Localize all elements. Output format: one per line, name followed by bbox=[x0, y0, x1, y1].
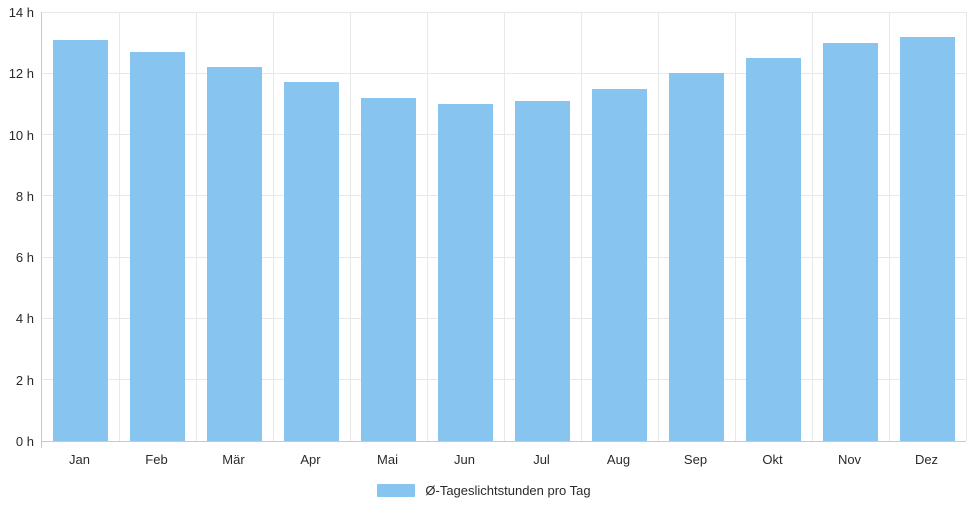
grid-line-v bbox=[657, 12, 659, 441]
x-tick-label: Mai bbox=[377, 452, 398, 467]
bar-aug[interactable] bbox=[592, 88, 647, 441]
grid-line-v bbox=[118, 12, 120, 441]
x-tick-label: Okt bbox=[762, 452, 783, 467]
bar-okt[interactable] bbox=[746, 57, 801, 441]
x-tick-label: Aug bbox=[606, 452, 631, 467]
bar-nov[interactable] bbox=[823, 42, 878, 441]
legend-swatch bbox=[377, 484, 416, 497]
y-tick-label: 2 h bbox=[15, 372, 34, 388]
grid-line-v bbox=[580, 12, 582, 441]
bar-sep[interactable] bbox=[669, 73, 724, 441]
x-tick-label: Feb bbox=[145, 452, 168, 467]
grid-line-v bbox=[734, 12, 736, 441]
x-tick-label: Jul bbox=[533, 452, 550, 467]
x-tick-label: Mär bbox=[222, 452, 245, 467]
x-tick-label: Sep bbox=[683, 452, 708, 467]
legend[interactable]: Ø-Tageslichtstunden pro Tag bbox=[0, 483, 968, 498]
y-tick-label: 8 h bbox=[15, 188, 34, 204]
bar-apr[interactable] bbox=[284, 82, 339, 441]
bar-feb[interactable] bbox=[130, 51, 185, 441]
x-tick-label: Dez bbox=[914, 452, 939, 467]
bar-mär[interactable] bbox=[207, 67, 262, 441]
grid-line-v bbox=[888, 12, 890, 441]
x-tick-label: Jun bbox=[454, 452, 475, 467]
bar-jul[interactable] bbox=[515, 100, 570, 441]
grid-line-v bbox=[195, 12, 197, 441]
grid-line-v bbox=[349, 12, 351, 441]
x-tick-label: Apr bbox=[300, 452, 321, 467]
y-tick-label: 10 h bbox=[8, 127, 34, 143]
grid-line-v bbox=[811, 12, 813, 441]
x-tick-label: Jan bbox=[69, 452, 90, 467]
x-tick-label: Nov bbox=[837, 452, 862, 467]
grid-line-v bbox=[965, 12, 967, 441]
y-axis: 0 h 2 h 4 h 6 h 8 h 10 h 12 h 14 h bbox=[0, 6, 34, 448]
y-tick-label: 4 h bbox=[15, 311, 34, 327]
grid-line-v bbox=[272, 12, 274, 441]
plot-area bbox=[41, 11, 967, 448]
y-tick-label: 12 h bbox=[8, 66, 34, 82]
y-axis-tick bbox=[41, 442, 42, 448]
grid-line-v bbox=[426, 12, 428, 441]
bar-mai[interactable] bbox=[361, 97, 416, 441]
y-tick-label: 6 h bbox=[15, 250, 34, 266]
grid-line-v bbox=[503, 12, 505, 441]
bar-dez[interactable] bbox=[900, 36, 955, 441]
legend-label: Ø-Tageslichtstunden pro Tag bbox=[425, 483, 591, 498]
x-axis: Jan Feb Mär Apr Mai Jun Jul Aug Sep Okt Nov Dez bbox=[41, 452, 965, 470]
bar-jun[interactable] bbox=[438, 103, 493, 441]
bar-jan[interactable] bbox=[53, 39, 108, 441]
y-tick-label: 14 h bbox=[8, 5, 34, 20]
y-tick-label: 0 h bbox=[15, 434, 34, 449]
